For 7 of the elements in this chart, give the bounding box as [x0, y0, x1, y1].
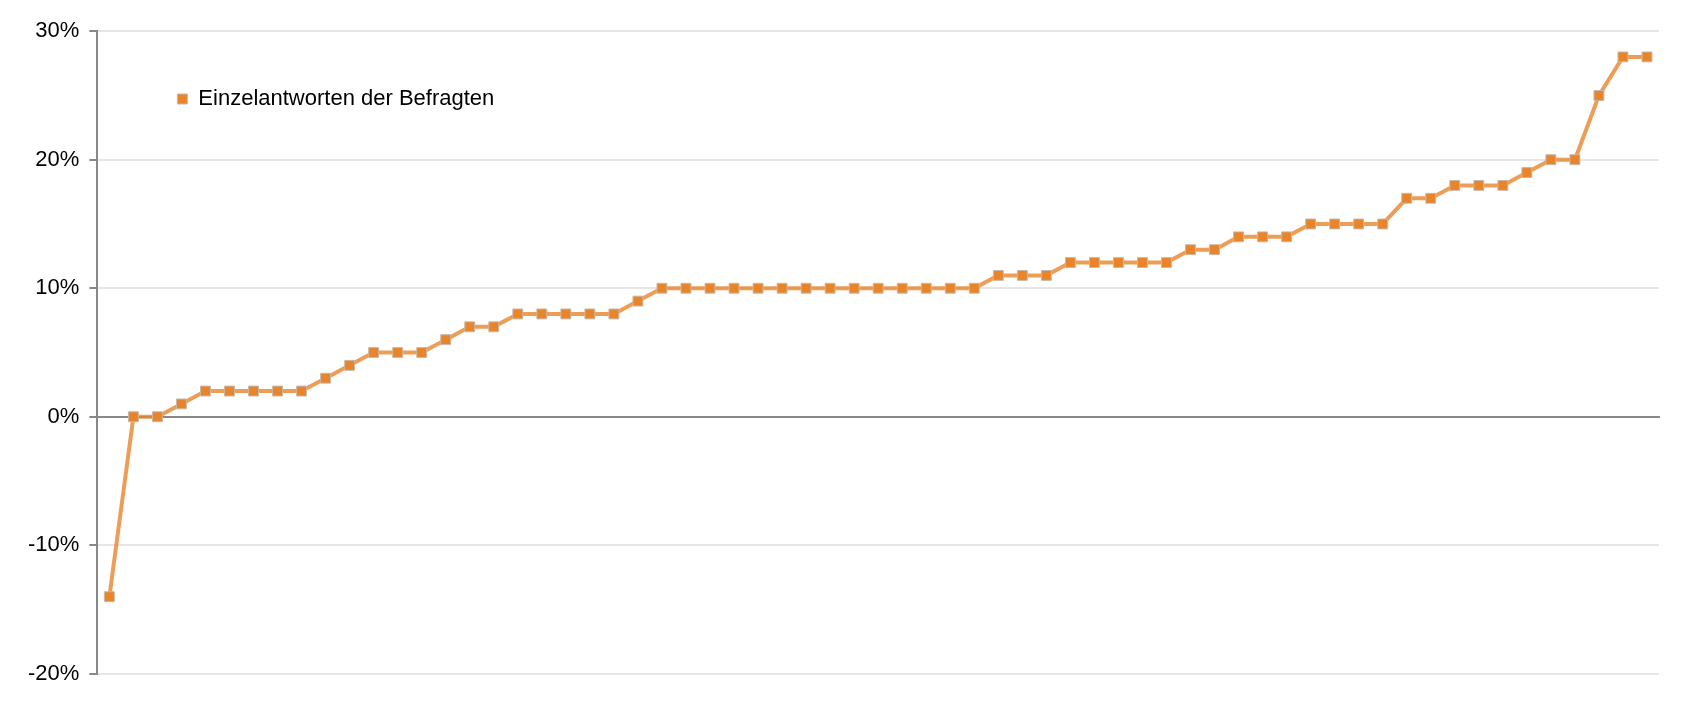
y-tick-label: 30%	[35, 17, 80, 43]
y-tick-label: -10%	[28, 531, 80, 557]
y-tick-label: -20%	[28, 659, 80, 685]
y-tick-label: 10%	[35, 274, 80, 300]
y-tick-label: 0%	[47, 402, 80, 428]
legend-label: Einzelantworten der Befragten	[198, 85, 495, 111]
y-tick-label: 20%	[35, 145, 80, 171]
